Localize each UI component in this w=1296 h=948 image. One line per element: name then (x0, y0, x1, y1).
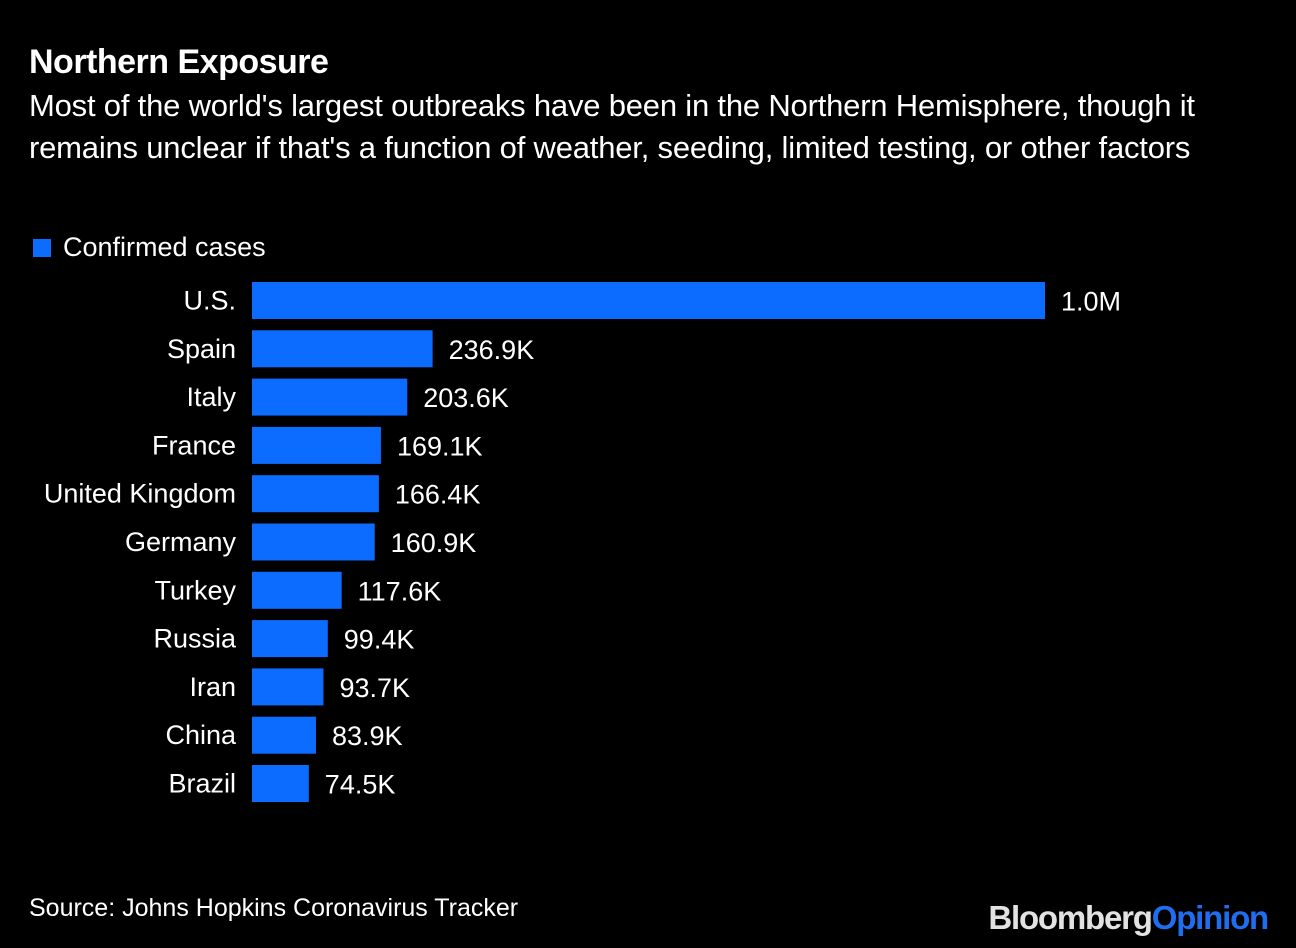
value-label: 203.6K (423, 383, 509, 413)
chart-subtitle: Most of the world's largest outbreaks ha… (29, 88, 1195, 165)
value-label: 160.9K (391, 528, 477, 558)
value-label: 83.9K (332, 721, 403, 751)
bar-chart: U.S. 1.0M Spain 236.9K Italy 203.6K France 169.… (44, 282, 1121, 802)
bar (252, 716, 316, 754)
source-note: Source: Johns Hopkins Coronavirus Tracke… (29, 894, 519, 922)
bar-row-italy: Italy 203.6K (186, 378, 509, 416)
legend: Confirmed cases (33, 232, 266, 263)
bar (252, 282, 1045, 319)
bar-row-united-kingdom: United Kingdom 166.4K (44, 475, 481, 513)
bar (252, 765, 309, 802)
brand-logo: BloombergOpinion (988, 899, 1269, 937)
category-label: Brazil (168, 769, 236, 799)
value-label: 169.1K (397, 431, 483, 461)
category-label: Russia (153, 624, 237, 654)
value-label: 117.6K (358, 576, 442, 606)
value-label: 166.4K (395, 480, 481, 510)
category-label: Germany (125, 527, 237, 557)
value-label: 74.5K (325, 770, 396, 800)
brand-logo-opinion: Opinion (1151, 899, 1269, 936)
bar-row-china: China 83.9K (165, 716, 403, 754)
bar-row-spain: Spain 236.9K (167, 330, 535, 368)
bar (252, 571, 342, 609)
bar (252, 620, 328, 658)
bar (252, 426, 381, 464)
bar (252, 523, 375, 561)
chart-title: Northern Exposure (29, 43, 329, 81)
bar-row-turkey: Turkey 117.6K (154, 571, 442, 609)
category-label: Italy (186, 382, 236, 412)
bar (252, 668, 324, 706)
legend-label-confirmed-cases: Confirmed cases (63, 232, 266, 262)
bar-row-u-s: U.S. 1.0M (183, 282, 1121, 319)
legend-swatch-confirmed-cases (33, 238, 51, 257)
category-label: Iran (189, 672, 236, 702)
value-label: 1.0M (1061, 287, 1121, 317)
category-label: China (165, 720, 237, 750)
value-label: 236.9K (449, 335, 535, 365)
bar-row-germany: Germany 160.9K (125, 523, 477, 561)
category-label: Turkey (154, 575, 236, 605)
bar-row-russia: Russia 99.4K (153, 620, 415, 658)
bar (252, 330, 433, 368)
category-label: U.S. (183, 286, 236, 316)
value-label: 99.4K (344, 625, 415, 655)
category-label: France (152, 430, 236, 460)
category-label: United Kingdom (44, 479, 236, 509)
category-label: Spain (167, 334, 236, 364)
bar-row-france: France 169.1K (152, 426, 483, 464)
brand-logo-bloomberg: Bloomberg (988, 899, 1153, 936)
bar-row-brazil: Brazil 74.5K (168, 765, 395, 802)
bar-row-iran: Iran 93.7K (189, 668, 410, 706)
bar (252, 378, 408, 416)
bar (252, 475, 379, 513)
value-label: 93.7K (339, 673, 410, 703)
